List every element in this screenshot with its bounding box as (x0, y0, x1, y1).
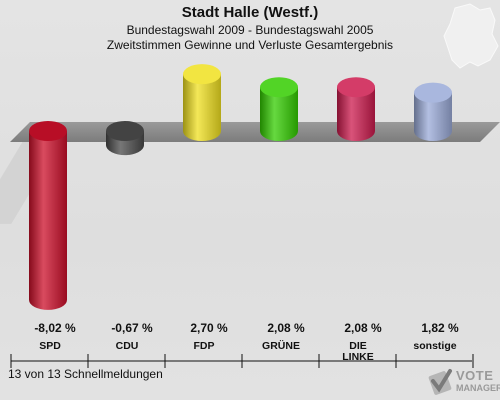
bar-body (414, 92, 452, 141)
bar-body (183, 74, 221, 141)
category-label: GRÜNE (262, 339, 300, 352)
chart-title: Stadt Halle (Westf.) (181, 4, 319, 21)
value-label: 2,70 % (190, 321, 228, 335)
category-axis (10, 354, 474, 368)
category-label: DIE (349, 340, 367, 352)
bar-top-cap (183, 64, 221, 85)
bar-cdu (106, 121, 144, 156)
bar-body (260, 87, 298, 141)
value-label: 1,82 % (421, 321, 459, 335)
value-label: -8,02 % (34, 321, 76, 335)
bar-sonstige (414, 82, 452, 141)
germany-map-icon (443, 3, 499, 69)
value-label: -0,67 % (111, 321, 153, 335)
chart-subtitle-2: Zweitstimmen Gewinne und Verluste Gesamt… (106, 38, 394, 52)
vote-manager-logo: VOTE MANAGER (428, 366, 500, 398)
category-label: FDP (194, 340, 215, 352)
footer-status: 13 von 13 Schnellmeldungen (8, 367, 163, 381)
bars-group (29, 64, 452, 310)
logo-text-vote: VOTE (456, 368, 494, 383)
bar-top-cap (106, 121, 144, 141)
value-label: 2,08 % (344, 321, 382, 335)
category-label: sonstige (413, 340, 456, 352)
bar-spd (29, 121, 67, 310)
chart-subtitle: Bundestagswahl 2009 - Bundestagswahl 200… (126, 23, 374, 37)
bar-body (337, 87, 375, 141)
bar-grüne (260, 77, 298, 141)
bar-top-cap (337, 77, 375, 98)
value-labels-group: -8,02 % -0,67 % 2,70 % 2,08 % 2,08 % 1,82 % (34, 321, 459, 335)
category-label: SPD (39, 340, 61, 352)
bar-top-cap (260, 77, 298, 98)
vote-check-icon (428, 369, 452, 395)
bar-die-linke (337, 77, 375, 141)
category-label: LINKE (342, 351, 374, 363)
bar-top-cap (414, 82, 452, 103)
category-label: CDU (116, 340, 139, 352)
value-label: 2,08 % (267, 321, 305, 335)
logo-text-manager: MANAGER (456, 383, 500, 393)
bar-body (29, 131, 67, 310)
bar-top-cap (29, 121, 67, 141)
bar-fdp (183, 64, 221, 141)
